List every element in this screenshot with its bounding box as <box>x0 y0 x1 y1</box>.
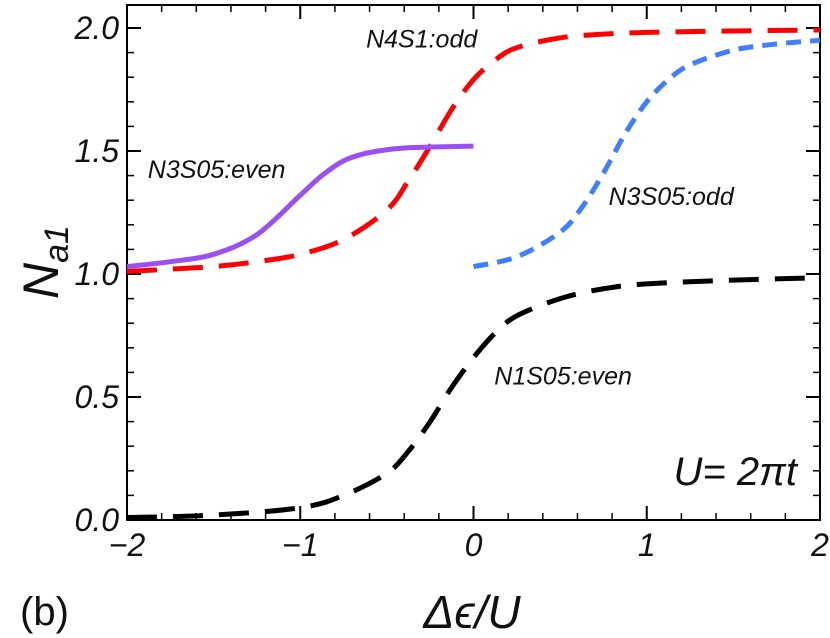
y-tick-label: 2.0 <box>74 10 120 46</box>
y-tick-label: 1.0 <box>75 256 120 292</box>
y-tick-label: 0.5 <box>75 379 120 415</box>
u-label: U= 2πt <box>673 450 798 494</box>
x-tick-label: 2 <box>810 527 829 563</box>
annotation-label: N3S05:even <box>148 156 286 184</box>
y-axis-title: Na1 <box>13 225 76 299</box>
series-group <box>126 27 821 521</box>
series-line-n4s1-odd <box>126 27 821 275</box>
x-tick-label: −1 <box>282 527 318 563</box>
series-line-n3s05-odd <box>472 37 821 270</box>
tick-group <box>126 5 821 521</box>
annotation-label: N1S05:even <box>494 363 632 391</box>
x-tick-label: 0 <box>465 527 483 563</box>
y-axis-title-subscript: a1 <box>38 225 76 263</box>
y-tick-label: 0.0 <box>75 502 120 538</box>
series-line-n1s05-even <box>126 275 821 521</box>
series-line-n3s05-even <box>126 143 474 270</box>
tick-label-group: −2 −1 0 1 2 0.0 0.5 1.0 1.5 2.0 <box>74 10 830 563</box>
annotation-label: N4S1:odd <box>366 26 478 54</box>
x-tick-label: −2 <box>109 527 146 563</box>
panel-label: (b) <box>20 590 69 634</box>
y-tick-label: 1.5 <box>75 133 120 169</box>
x-axis-title: Δϵ/U <box>422 586 521 638</box>
annotation-group: N4S1:odd N3S05:even N3S05:odd N1S05:even <box>148 26 735 391</box>
x-tick-label: 1 <box>638 527 656 563</box>
annotation-label: N3S05:odd <box>609 183 735 211</box>
y-axis-title-base: N <box>13 262 69 299</box>
